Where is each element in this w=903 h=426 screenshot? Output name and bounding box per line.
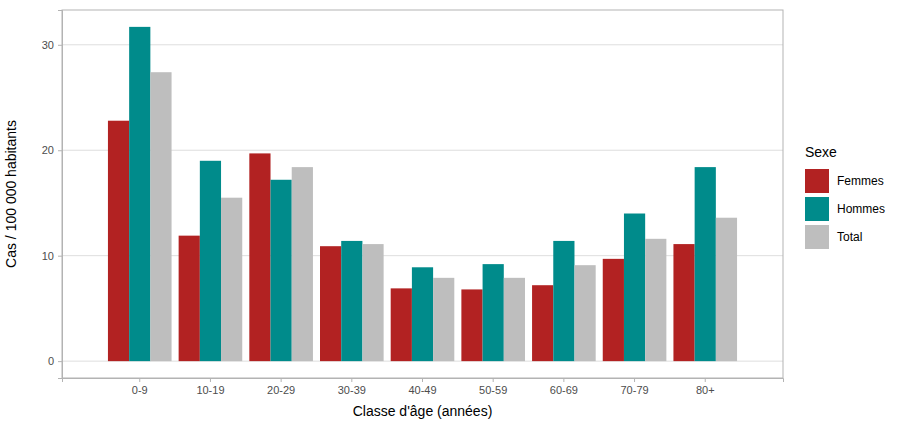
y-tick-mark [58,256,62,257]
x-tick-label: 0-9 [132,384,148,396]
x-tick-mark [210,378,211,382]
panel-border [62,10,783,378]
chart: 0 10 20 30 0-9 10-19 20-29 30-39 40-49 50-59 60-69… [0,0,903,426]
bar [179,236,200,361]
x-tick-label: 70-79 [620,384,648,396]
bar [341,241,362,361]
x-tick: 40-49 [408,378,436,396]
x-tick-mark [705,378,706,382]
y-tick-mark [58,150,62,151]
legend-swatch [805,169,829,193]
x-tick-mark [563,378,564,382]
bar-series [150,72,737,361]
bar [320,246,341,361]
bar [221,198,242,361]
bar [271,180,292,361]
y-tick: 20 [42,144,62,156]
bars [108,27,737,361]
bar [362,244,383,361]
y-tick-label: 20 [42,144,54,156]
y-axis-line [58,11,63,379]
legend-label: Femmes [837,174,884,188]
y-tick: 10 [42,250,62,262]
grid [62,45,783,361]
bar [645,239,666,361]
bar-series [108,121,695,361]
x-tick-label: 60-69 [550,384,578,396]
x-tick: 50-59 [479,378,507,396]
grid-line [62,44,783,45]
bar [553,241,574,361]
y-tick-label: 0 [48,355,54,367]
bar-series [129,27,716,361]
x-tick-mark [351,378,352,382]
bar [504,278,525,361]
legend-item: Femmes [805,169,884,193]
legend-item: Total [805,225,862,249]
x-tick: 70-79 [620,378,648,396]
bar [249,153,270,361]
bar [292,167,313,361]
bar [483,264,504,361]
y-tick: 30 [42,39,62,51]
bar [624,214,645,362]
y-tick-mark [58,361,62,362]
x-tick: 0-9 [132,378,148,396]
x-axis-line [63,379,784,383]
bar [603,259,624,361]
bar [129,27,150,361]
bar [716,218,737,361]
x-tick-label: 10-19 [196,384,224,396]
bar [532,285,553,361]
x-tick-mark [422,378,423,382]
bar [574,265,595,361]
legend-swatch [805,225,829,249]
x-tick-mark [281,378,282,382]
x-tick: 60-69 [550,378,578,396]
bar [433,278,454,361]
x-tick-label: 50-59 [479,384,507,396]
x-tick-label: 20-29 [267,384,295,396]
x-tick-mark [493,378,494,382]
x-tick: 20-29 [267,378,295,396]
x-axis-title: Classe d'âge (années) [353,403,493,419]
x-tick-mark [634,378,635,382]
x-tick: 10-19 [196,378,224,396]
legend-title: Sexe [805,144,837,160]
bar [150,72,171,361]
y-tick: 0 [48,355,62,367]
y-axis-title: Cas / 100 000 habitants [3,120,19,268]
x-axis: 0-9 10-19 20-29 30-39 40-49 50-59 60-69 70-79 80… [63,378,784,396]
legend: SexeFemmes Hommes Total [805,144,885,249]
x-tick: 80+ [696,378,715,396]
legend-label: Total [837,230,862,244]
x-tick-label: 40-49 [408,384,436,396]
bar [412,267,433,361]
legend-label: Hommes [837,202,885,216]
x-tick-label: 30-39 [338,384,366,396]
x-tick-label: 80+ [696,384,715,396]
bar [108,121,129,361]
plot: 0 10 20 30 0-9 10-19 20-29 30-39 40-49 50-59 60-69… [42,10,784,396]
bar [461,289,482,361]
x-tick-mark [139,378,140,382]
legend-swatch [805,197,829,221]
bar [695,167,716,361]
legend-item: Hommes [805,197,885,221]
y-tick-label: 30 [42,39,54,51]
y-tick-label: 10 [42,250,54,262]
x-tick: 30-39 [338,378,366,396]
bar [391,288,412,361]
bar [200,161,221,361]
y-tick-mark [58,45,62,46]
y-axis: 0 10 20 30 [42,11,63,379]
bar [673,244,694,361]
